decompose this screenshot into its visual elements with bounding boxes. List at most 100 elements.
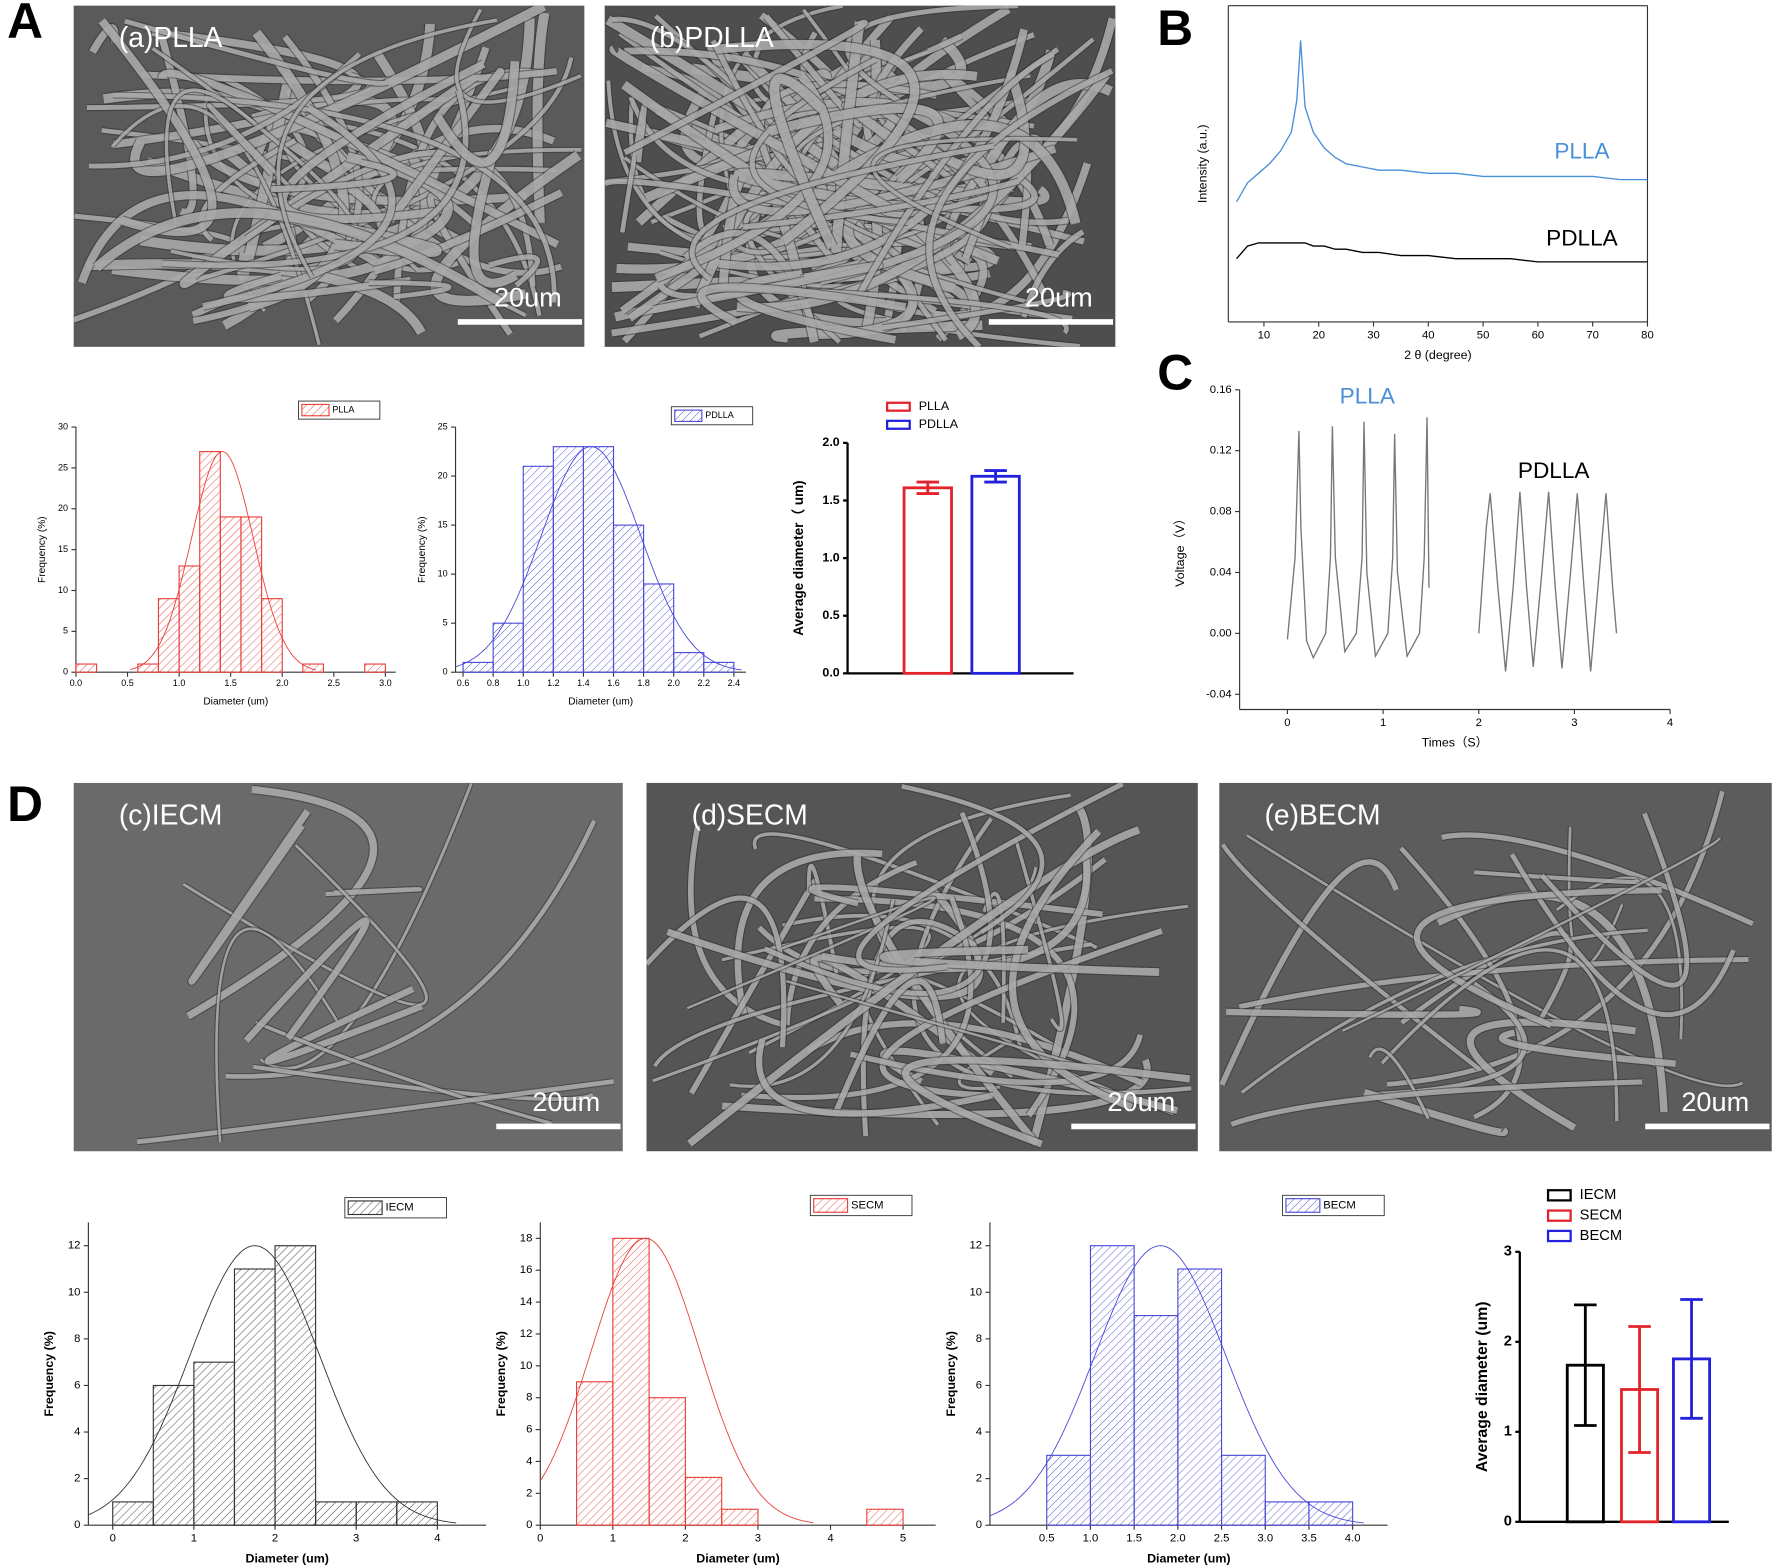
fiber — [264, 985, 423, 1065]
y-tick-label: 0 — [526, 1519, 532, 1531]
histogram-bar — [576, 1381, 614, 1526]
histogram-bar — [233, 1268, 276, 1526]
fiber — [188, 809, 311, 985]
fiber — [769, 73, 837, 250]
series-label: PDLLA — [1546, 225, 1618, 250]
scale-bar-label: 20um — [1025, 282, 1093, 313]
x-tick-label: 0 — [537, 1533, 543, 1545]
fiber — [1474, 870, 1640, 885]
y-tick-label: 0.5 — [822, 608, 839, 622]
histogram-bar — [157, 598, 180, 673]
histogram-bar — [866, 1508, 904, 1526]
chart: 0.6 0.8 1.0 1.2 1.4 1.6 1.8 2.0 2.2 2.4 0 5 10 15 20 25… — [417, 406, 754, 707]
x-tick-label: 2.0 — [1170, 1533, 1186, 1545]
image-label: (d)SECM — [692, 798, 808, 830]
chart: 10 20 30 40 50 60 70 80 2 θ (degree) Intensity (a… — [1196, 5, 1654, 362]
y-tick-label: 0.0 — [822, 666, 839, 680]
image-label: (e)BECM — [1264, 798, 1380, 830]
x-tick-label: 2.0 — [667, 678, 680, 688]
fiber — [161, 89, 469, 268]
fiber — [1441, 832, 1754, 927]
error-bar — [1628, 1325, 1651, 1454]
fiber — [880, 945, 1160, 976]
y-tick-label: 0 — [443, 667, 448, 677]
x-tick-label: 0.8 — [487, 678, 500, 688]
x-tick-label: 1.5 — [1126, 1533, 1142, 1545]
x-tick-label: 1.5 — [224, 678, 237, 688]
legend-swatch — [347, 1200, 383, 1216]
x-axis-label: Diameter (um) — [696, 1551, 779, 1565]
x-tick-label: 1.4 — [577, 678, 590, 688]
histogram-bar — [612, 1237, 650, 1526]
y-tick-label: 8 — [976, 1333, 982, 1345]
legend-label: PDLLA — [705, 410, 734, 420]
x-tick-label: 2.5 — [1214, 1533, 1230, 1545]
fiber — [1368, 1047, 1430, 1120]
error-bar — [984, 469, 1007, 484]
fiber — [686, 896, 936, 1010]
y-tick-label: 20 — [58, 503, 68, 513]
x-tick-label: 4.0 — [1345, 1533, 1361, 1545]
scale-bar-label: 20um — [532, 1086, 600, 1117]
x-tick-label: 60 — [1532, 330, 1545, 342]
fiber — [1230, 1079, 1643, 1127]
x-tick-label: 3 — [353, 1533, 359, 1545]
x-tick-label: 1 — [1380, 717, 1386, 729]
x-tick-label: 2 — [682, 1533, 688, 1545]
fiber — [1240, 928, 1648, 1094]
fiber — [763, 811, 994, 996]
y-tick-label: 0.16 — [1210, 384, 1232, 396]
y-tick-label: 12 — [969, 1240, 982, 1252]
y-tick-label: 5 — [443, 618, 448, 628]
histogram-bar — [612, 524, 645, 673]
fiber — [688, 878, 817, 1095]
y-tick-label: 10 — [58, 585, 68, 595]
histogram-bar — [1308, 1501, 1354, 1526]
histogram-bar — [112, 1501, 154, 1526]
scale-bar-label: 20um — [1681, 1086, 1749, 1117]
histogram-bar — [193, 1361, 236, 1526]
y-tick-label: 2 — [1504, 1334, 1512, 1350]
x-axis-label: Diameter (um) — [1147, 1551, 1230, 1565]
series-line — [1235, 40, 1648, 203]
bar — [970, 474, 1021, 675]
histogram-bar — [274, 1245, 317, 1526]
fiber — [77, 191, 378, 285]
x-tick-label: 40 — [1422, 330, 1435, 342]
x-tick-label: 3.5 — [1301, 1533, 1317, 1545]
x-tick-label: 70 — [1586, 330, 1599, 342]
sem-image: (b)PDLLA 20um — [604, 5, 1116, 347]
fiber — [734, 270, 897, 344]
fiber — [646, 895, 787, 1048]
y-tick-label: 12 — [520, 1328, 533, 1340]
y-tick-label: 8 — [74, 1333, 80, 1345]
y-tick-label: 0.12 — [1210, 445, 1232, 457]
legend-swatch — [886, 419, 911, 430]
fiber — [276, 18, 498, 279]
fit-curve — [130, 451, 316, 671]
x-tick-label: 0 — [110, 1533, 116, 1545]
y-tick-label: 3 — [1504, 1244, 1512, 1260]
chart: 0.0 0.5 1.0 1.5 2.0 Average diameter（ um) PLLA… — [791, 399, 1074, 680]
histogram-bar — [673, 652, 705, 673]
fibers — [136, 782, 615, 1146]
y-axis-label: Frequency (%) — [42, 1331, 56, 1416]
histogram-bar — [684, 1476, 723, 1526]
x-axis-label: Diameter (um) — [568, 696, 633, 707]
y-tick-label: 10 — [68, 1286, 81, 1298]
sem-image: (c)IECM 20um — [73, 782, 623, 1152]
sem-image: (a)PLLA 20um — [73, 5, 585, 347]
fiber — [687, 826, 1141, 1147]
x-tick-label: 1 — [191, 1533, 197, 1545]
y-axis-label: Intensity (a.u.) — [1196, 125, 1210, 204]
chart: 0 1 2 3 4 -0.04 0.00 0.04 0.08 0.12 0.16 Times（S） Vo… — [1173, 384, 1673, 750]
fiber — [832, 978, 946, 1116]
fiber — [1220, 843, 1480, 1071]
y-axis-label: Average diameter (um) — [1474, 1301, 1491, 1472]
legend-swatch — [813, 1198, 849, 1213]
fiber — [164, 88, 256, 225]
histogram-bar — [240, 516, 263, 673]
fiber — [871, 136, 1078, 250]
